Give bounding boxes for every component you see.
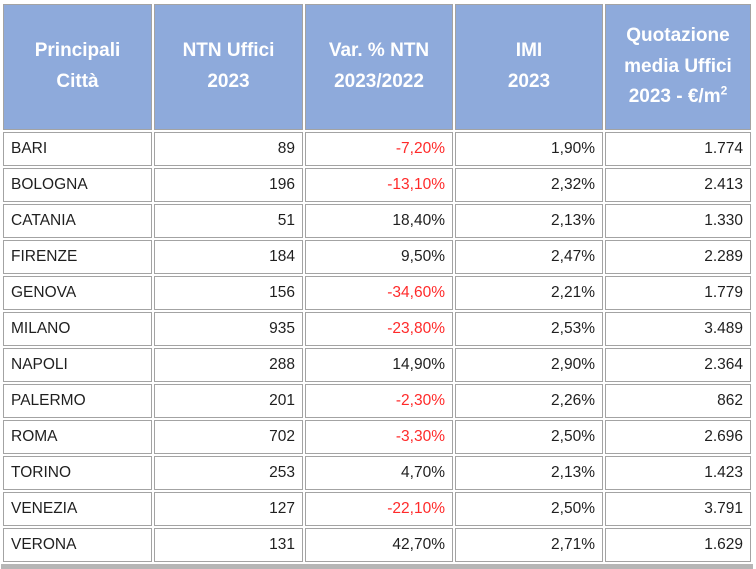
quotazione-cell: 2.696 — [605, 420, 751, 454]
ntn-cell: 935 — [154, 312, 303, 346]
table-row: PALERMO 201 -2,30% 2,26% 862 — [3, 384, 751, 418]
var-cell: -34,60% — [305, 276, 453, 310]
ntn-cell: 253 — [154, 456, 303, 490]
quotazione-cell: 3.791 — [605, 492, 751, 526]
header-line: 2023 - €/m — [628, 86, 721, 108]
table-row: ROMA 702 -3,30% 2,50% 2.696 — [3, 420, 751, 454]
var-cell: -23,80% — [305, 312, 453, 346]
city-cell: PALERMO — [3, 384, 152, 418]
quotazione-cell: 3.489 — [605, 312, 751, 346]
quotazione-cell: 1.629 — [605, 528, 751, 562]
imi-cell: 2,21% — [455, 276, 603, 310]
imi-cell: 2,13% — [455, 456, 603, 490]
city-cell: BARI — [3, 132, 152, 166]
var-cell: -2,30% — [305, 384, 453, 418]
var-cell: 14,90% — [305, 348, 453, 382]
column-header-ntn-uffici: NTN Uffici 2023 — [154, 4, 303, 130]
city-cell: TORINO — [3, 456, 152, 490]
quotazione-cell: 1.423 — [605, 456, 751, 490]
var-cell: -22,10% — [305, 492, 453, 526]
imi-cell: 2,50% — [455, 420, 603, 454]
city-cell: BOLOGNA — [3, 168, 152, 202]
table-header: Principali Città NTN Uffici 2023 Var. % … — [3, 4, 751, 130]
var-cell: -3,30% — [305, 420, 453, 454]
header-line: IMI — [515, 40, 543, 62]
table-row: VERONA 131 42,70% 2,71% 1.629 — [3, 528, 751, 562]
var-cell: 42,70% — [305, 528, 453, 562]
ntn-cell: 702 — [154, 420, 303, 454]
table-row: GENOVA 156 -34,60% 2,21% 1.779 — [3, 276, 751, 310]
imi-cell: 2,71% — [455, 528, 603, 562]
table-row: CATANIA 51 18,40% 2,13% 1.330 — [3, 204, 751, 238]
ntn-cell: 156 — [154, 276, 303, 310]
table-row: NAPOLI 288 14,90% 2,90% 2.364 — [3, 348, 751, 382]
imi-cell: 1,90% — [455, 132, 603, 166]
quotazione-cell: 1.330 — [605, 204, 751, 238]
table-row: FIRENZE 184 9,50% 2,47% 2.289 — [3, 240, 751, 274]
imi-cell: 2,47% — [455, 240, 603, 274]
imi-cell: 2,53% — [455, 312, 603, 346]
city-cell: ROMA — [3, 420, 152, 454]
var-cell: -7,20% — [305, 132, 453, 166]
imi-cell: 2,32% — [455, 168, 603, 202]
table-body: BARI 89 -7,20% 1,90% 1.774 BOLOGNA 196 -… — [3, 132, 751, 562]
table-row: VENEZIA 127 -22,10% 2,50% 3.791 — [3, 492, 751, 526]
quotazione-cell: 862 — [605, 384, 751, 418]
city-cell: VENEZIA — [3, 492, 152, 526]
imi-cell: 2,26% — [455, 384, 603, 418]
ntn-cell: 89 — [154, 132, 303, 166]
column-header-quotazione-media: Quotazione media Uffici 2023 - €/m2 — [605, 4, 751, 130]
ntn-cell: 131 — [154, 528, 303, 562]
table-row: TORINO 253 4,70% 2,13% 1.423 — [3, 456, 751, 490]
var-cell: 9,50% — [305, 240, 453, 274]
quotazione-cell: 2.413 — [605, 168, 751, 202]
city-cell: VERONA — [3, 528, 152, 562]
imi-cell: 2,90% — [455, 348, 603, 382]
city-cell: FIRENZE — [3, 240, 152, 274]
column-header-principali-citta: Principali Città — [3, 4, 152, 130]
var-cell: 4,70% — [305, 456, 453, 490]
ntn-cell: 184 — [154, 240, 303, 274]
header-row: Principali Città NTN Uffici 2023 Var. % … — [3, 4, 751, 130]
city-cell: NAPOLI — [3, 348, 152, 382]
var-cell: -13,10% — [305, 168, 453, 202]
header-line: Principali — [34, 40, 121, 62]
header-line: 2023/2022 — [334, 71, 424, 92]
header-superscript: 2 — [720, 84, 728, 99]
imi-cell: 2,50% — [455, 492, 603, 526]
city-cell: MILANO — [3, 312, 152, 346]
quotazione-cell: 1.774 — [605, 132, 751, 166]
table-row: BARI 89 -7,20% 1,90% 1.774 — [3, 132, 751, 166]
header-line: 2023 — [507, 71, 551, 92]
table-row: MILANO 935 -23,80% 2,53% 3.489 — [3, 312, 751, 346]
ntn-cell: 127 — [154, 492, 303, 526]
ntn-cell: 288 — [154, 348, 303, 382]
quotazione-cell: 1.779 — [605, 276, 751, 310]
ntn-cell: 201 — [154, 384, 303, 418]
ntn-cell: 196 — [154, 168, 303, 202]
column-header-var-ntn: Var. % NTN 2023/2022 — [305, 4, 453, 130]
column-header-imi: IMI 2023 — [455, 4, 603, 130]
city-cell: CATANIA — [3, 204, 152, 238]
var-cell: 18,40% — [305, 204, 453, 238]
header-line: Città — [56, 71, 99, 92]
header-line: 2023 — [207, 71, 250, 92]
quotazione-cell: 2.289 — [605, 240, 751, 274]
city-cell: GENOVA — [3, 276, 152, 310]
header-line: NTN Uffici — [182, 40, 275, 62]
ntn-cell: 51 — [154, 204, 303, 238]
header-line: media Uffici — [624, 55, 732, 77]
header-line: Quotazione — [626, 24, 730, 46]
imi-cell: 2,13% — [455, 204, 603, 238]
quotazione-cell: 2.364 — [605, 348, 751, 382]
header-line: Var. % NTN — [328, 40, 430, 62]
table-row: BOLOGNA 196 -13,10% 2,32% 2.413 — [3, 168, 751, 202]
